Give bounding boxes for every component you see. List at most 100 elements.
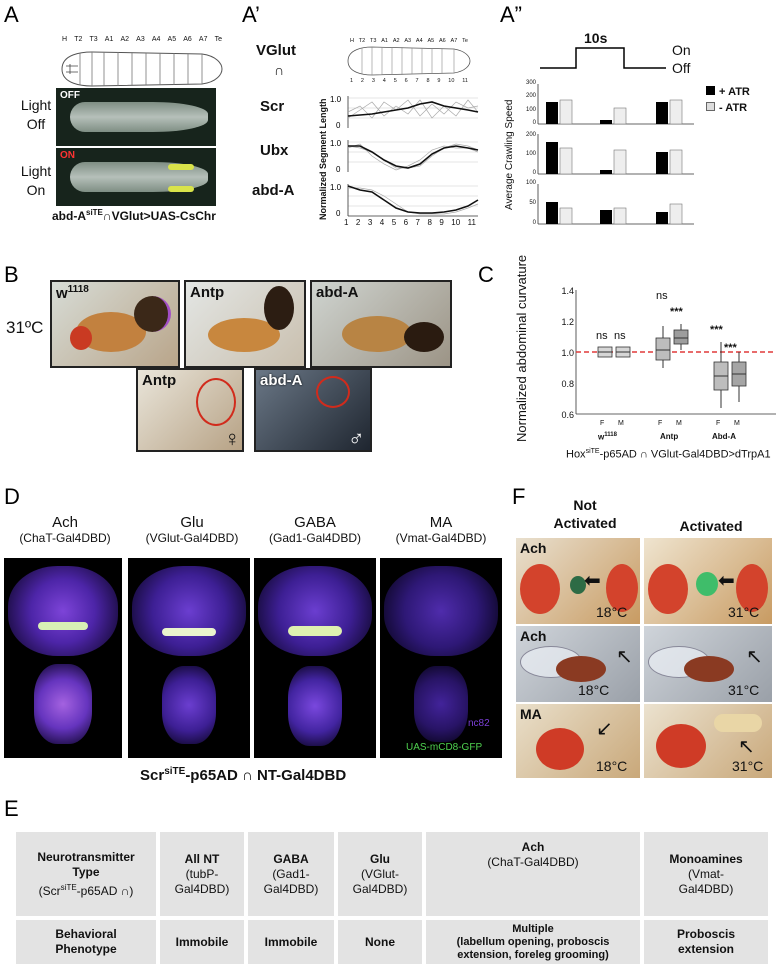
th-sub: (VGlut- Gal4DBD)	[352, 866, 408, 896]
d-col-ach: Ach (ChaT-Gal4DBD)	[10, 514, 120, 545]
larva-segments-a1: H T2 T3 A1 A2 A3 A4 A5 A6 A7 Te	[350, 38, 468, 44]
ytick: 300	[525, 80, 536, 86]
c-xlabel-pre: Hox	[566, 448, 586, 461]
d-col-sub: (VGlut-Gal4DBD)	[145, 531, 239, 545]
panel-label-d: D	[4, 484, 20, 509]
seg-label: T2	[358, 38, 366, 44]
xtick: 8	[427, 218, 432, 227]
fly-photo-w1118: w1118	[50, 280, 180, 368]
d-col-gaba: GABA (Gad1-Gal4DBD)	[254, 514, 376, 545]
seg-label: A7	[198, 36, 208, 43]
gfp-spot	[168, 186, 194, 192]
fly-abdomen	[134, 296, 171, 332]
sig-antp-f: ns	[656, 290, 668, 302]
xtick: 5	[391, 218, 397, 227]
a1-xticks: 1 2 3 4 5 6 7 8 9 10 11	[344, 218, 476, 227]
gfp-spot	[168, 164, 194, 170]
f-temp: 31°C	[732, 758, 764, 774]
proboscis	[696, 572, 718, 596]
f-photo-ach2-hot: ↖ 31°C	[644, 626, 772, 702]
fly-eye	[70, 326, 92, 350]
brain-image-glu	[128, 558, 250, 758]
vnc	[34, 664, 92, 744]
larva-body-off	[70, 102, 208, 132]
gfp-band	[162, 628, 216, 636]
fly-eye	[606, 564, 638, 612]
seg-label: T3	[370, 38, 377, 44]
row-vglut: VGlut	[256, 42, 296, 59]
svg-text:0: 0	[336, 165, 341, 174]
f-photo-ach1-cold: Ach ⬅ 18°C	[516, 538, 640, 624]
sex-label: M	[734, 420, 740, 427]
a2-yticks-top: 300 200 100 0	[520, 80, 536, 126]
vnc	[414, 666, 468, 742]
c-xlabel-sup: siTE	[585, 448, 600, 455]
row-scr: Scr	[260, 98, 285, 115]
brain-lobe	[258, 566, 372, 656]
sig-abda-f: ***	[710, 324, 723, 336]
th-sub-post: -p65AD ∩)	[76, 883, 134, 898]
brain-image-ma: nc82 UAS-mCD8-GFP	[380, 558, 502, 758]
legend-atr: + ATR - ATR	[706, 84, 750, 116]
a1-ylabel: Normalized Segment Length	[318, 98, 328, 220]
seg-label: Te	[214, 36, 222, 43]
th-main: Monoamines	[669, 851, 743, 866]
f-activated: Activated	[679, 518, 743, 534]
antp-label: Antp	[190, 284, 225, 301]
c-ylabel: Normalized abdominal curvature	[514, 254, 529, 442]
genotype-a-sup: siTE	[86, 208, 103, 217]
w1118-sup: 1118	[67, 284, 89, 295]
arrow-icon: ↖	[738, 736, 755, 758]
d-col-title: MA	[429, 514, 453, 531]
seg-label: A1	[104, 36, 114, 43]
fly-abdomen	[404, 322, 444, 352]
seg-label: A1	[381, 38, 388, 44]
f-temp: 18°C	[578, 682, 610, 698]
seg-label: H	[350, 38, 354, 44]
seg-label: A6	[439, 38, 446, 44]
ytick: 100	[525, 180, 536, 186]
sig-w-f: ns	[596, 330, 608, 342]
brain-lobe	[132, 566, 246, 656]
table-cell-phenotype-label: Behavioral Phenotype	[16, 920, 156, 964]
d-col-title: Glu	[180, 514, 204, 531]
fly-closeup-abda: abd-A ♂	[254, 368, 372, 452]
off-tag: OFF	[60, 90, 80, 101]
th-sub: (ScrsiTE-p65AD ∩)	[39, 880, 134, 899]
fly-body	[342, 316, 412, 352]
seg-label: A7	[450, 38, 458, 44]
table-header-gaba: GABA (Gad1- Gal4DBD)	[248, 832, 334, 916]
th-main: Ach	[521, 840, 545, 854]
gfp-band	[288, 626, 342, 636]
larva-photo-on: ON	[56, 148, 216, 206]
abda-closeup-label: abd-A	[260, 372, 303, 389]
fly-body	[556, 656, 606, 682]
arrow-icon: ⬅	[718, 570, 735, 592]
row-intersect: ∩	[274, 62, 285, 78]
xtick: 11	[467, 218, 476, 227]
ytick: 100	[525, 106, 536, 113]
seg-label: H	[62, 36, 68, 43]
seg-label: A6	[183, 36, 192, 43]
seg-number: 6	[404, 78, 408, 84]
c-xlabel-post: -p65AD ∩ VGlut-Gal4DBD>dTrpA1	[599, 448, 771, 461]
seg-number: 7	[415, 78, 419, 84]
brain-image-ach	[4, 558, 122, 758]
d-col-sub: (Gad1-Gal4DBD)	[268, 531, 362, 545]
seg-label: A3	[136, 36, 145, 43]
svg-text:0: 0	[336, 121, 341, 130]
seg-label: A5	[427, 38, 435, 44]
table-cell-gaba: Immobile	[248, 920, 334, 964]
svg-text:1.0: 1.0	[330, 139, 342, 148]
seg-number: 2	[360, 78, 364, 84]
fly-body	[684, 656, 734, 682]
seg-number: 1	[350, 78, 354, 84]
genitalia-circle	[196, 378, 236, 426]
f-row-label: MA	[520, 706, 542, 722]
table-cell-glu: None	[338, 920, 422, 964]
panel-label-c: C	[478, 262, 494, 287]
d-caption-pre: Scr	[140, 767, 165, 784]
fly-closeup-antp: Antp ♀	[136, 368, 244, 452]
th-main: Glu	[370, 851, 390, 866]
sex-label: F	[658, 420, 663, 427]
